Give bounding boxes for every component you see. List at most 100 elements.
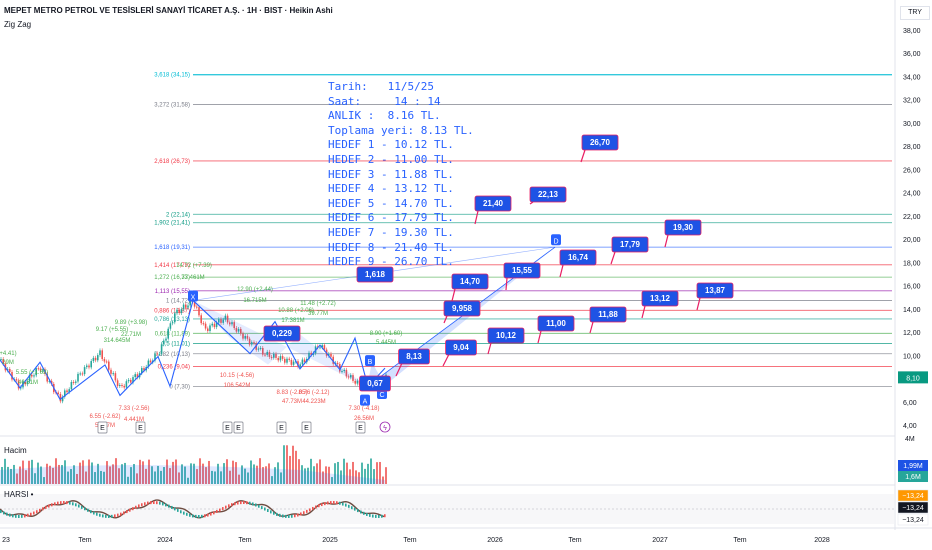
volume-bar: [97, 463, 99, 484]
time-tick-label: 2025: [322, 537, 338, 544]
volume-bar: [172, 461, 174, 484]
candle-body: [246, 336, 249, 339]
candle-body: [259, 347, 262, 349]
volume-bar: [22, 460, 24, 484]
osc-candle: [39, 508, 41, 512]
target-label-box: [356, 266, 394, 283]
osc-candle: [138, 504, 140, 508]
volume-bar: [349, 469, 351, 484]
osc-candle: [30, 512, 32, 516]
volume-bar: [229, 470, 231, 484]
target-label-box: [581, 134, 619, 151]
fib-level-label: 0,886 (13,87): [154, 308, 190, 314]
osc-candle: [264, 507, 266, 511]
note-text-box[interactable]: Tarih: 11/5/25 Saat: 14 : 14 ANLIK : 8.16 …: [328, 80, 474, 270]
volume-bar: [382, 476, 384, 484]
volume-bar: [367, 463, 369, 484]
osc-candle: [255, 503, 257, 507]
osc-candle: [342, 502, 344, 506]
current-price-label: 8,10: [906, 375, 920, 382]
candle-body: [224, 315, 227, 320]
price-tick-label: 32,00: [903, 98, 921, 105]
fib-level-label: 3,618 (34,15): [154, 73, 190, 79]
candle-body: [50, 380, 53, 384]
target-pointer: [610, 251, 616, 265]
osc-candle: [366, 512, 368, 516]
pivot-label: 7.33 (-2.56): [118, 406, 149, 412]
currency-button[interactable]: TRY: [900, 6, 930, 20]
volume-bar: [163, 467, 165, 484]
target-label-box: [641, 290, 679, 307]
fib-level-label: 2,618 (26,73): [154, 159, 190, 165]
note-line: HEDEF 8 - 21.40 TL.: [328, 240, 454, 254]
volume-bar: [166, 459, 168, 484]
candle-body: [204, 323, 207, 329]
volume-bar: [100, 470, 102, 484]
volume-bar: [364, 468, 366, 484]
earnings-marker: E: [358, 425, 363, 432]
volume-bar: [34, 473, 36, 484]
candle-body: [37, 368, 40, 370]
candle-body: [92, 357, 95, 362]
pivot-label: 39.77M: [308, 311, 328, 317]
pivot-label: 314.645M: [104, 338, 131, 344]
volume-bar: [265, 466, 267, 484]
target-label-box: [445, 339, 477, 356]
candle-body: [347, 376, 350, 378]
pattern-point-label: A: [363, 399, 368, 406]
price-tick-label: 30,00: [903, 121, 921, 128]
volume-bar: [373, 469, 375, 484]
osc-candle: [117, 513, 119, 517]
oscillator-pane-label[interactable]: HARSI •: [4, 490, 34, 499]
candle-body: [136, 374, 139, 378]
osc-value-box: [897, 513, 929, 526]
price-tick-label: 16,00: [903, 284, 921, 291]
candle-body: [174, 313, 176, 323]
time-tick-label: Tem: [78, 537, 91, 544]
note-line: HEDEF 9 - 26.70 TL.: [328, 255, 454, 269]
target-pointer: [451, 288, 456, 302]
candle-body: [268, 351, 271, 357]
volume-bar: [196, 469, 198, 484]
osc-candle: [309, 508, 311, 512]
osc-candle: [348, 504, 350, 508]
candle-body: [292, 361, 295, 365]
volume-bar: [286, 445, 288, 484]
volume-bar: [133, 464, 135, 484]
fib-level-label: 0,236 (9,04): [158, 364, 190, 370]
candle-body: [2, 359, 4, 364]
volume-bar: [223, 463, 225, 484]
candle-body: [132, 377, 134, 383]
volume-bar: [331, 477, 333, 484]
volume-bar: [4, 458, 6, 484]
target-label: 11,88: [598, 310, 618, 319]
volume-bar: [328, 466, 330, 484]
volume-bar: [25, 470, 27, 484]
symbol-title[interactable]: MEPET METRO PETROL VE TESİSLERİ SANAYİ T…: [4, 6, 333, 15]
note-line: HEDEF 3 - 11.88 TL.: [328, 167, 454, 181]
volume-pane-label[interactable]: Hacim: [4, 446, 27, 455]
candle-body: [99, 350, 101, 356]
osc-candle: [225, 505, 227, 509]
candle-body: [182, 304, 185, 310]
candle-body: [185, 304, 187, 308]
price-tick-label: 26,00: [903, 167, 921, 174]
candle-body: [266, 351, 268, 355]
osc-candle: [12, 514, 14, 518]
indicator-label[interactable]: Zig Zag: [4, 20, 32, 29]
osc-candle: [150, 501, 152, 505]
osc-candle: [132, 507, 134, 511]
target-label-box: [263, 325, 301, 342]
candle-body: [156, 353, 158, 355]
candle-body: [26, 381, 29, 385]
candle-body: [343, 369, 345, 372]
earnings-marker: E: [279, 425, 284, 432]
candle-body: [231, 322, 233, 325]
earnings-marker: E: [100, 425, 105, 432]
osc-candle: [90, 510, 92, 514]
volume-bar: [298, 459, 300, 484]
candle-body: [70, 381, 73, 390]
target-label: 0,229: [272, 329, 293, 338]
osc-candle: [294, 514, 296, 518]
